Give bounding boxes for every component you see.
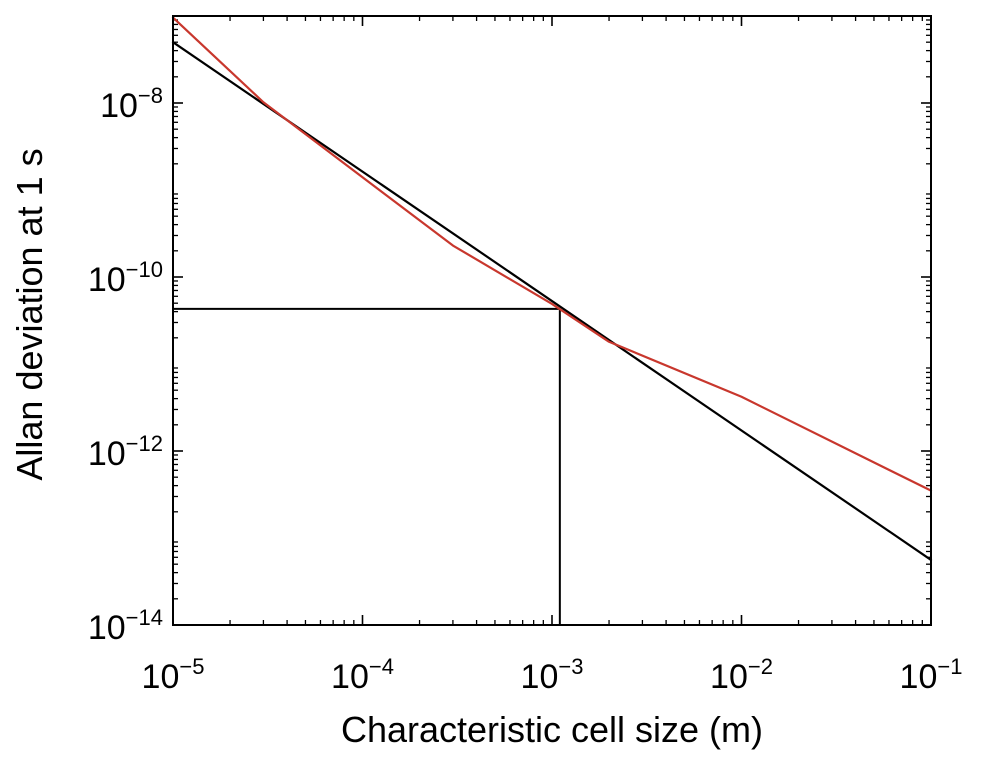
y-tick-label: 10−12	[88, 431, 163, 473]
crosshair-annotation	[173, 307, 561, 625]
series-line-red	[171, 16, 933, 492]
minor-ticks	[173, 16, 931, 625]
y-tick-label: 10−10	[88, 257, 163, 299]
x-tick-label: 10−1	[900, 654, 963, 696]
major-ticks	[172, 16, 932, 626]
x-tick-label: 10−2	[710, 654, 773, 696]
x-axis-title: Characteristic cell size (m)	[341, 709, 763, 750]
y-tick-labels: 10−14 10−12 10−10 10−8	[88, 83, 163, 647]
series-lines	[171, 16, 933, 562]
y-tick-label: 10−14	[88, 605, 163, 647]
y-tick-label: 10−8	[100, 83, 163, 125]
x-tick-labels: 10−5 10−4 10−3 10−2 10−1	[142, 654, 963, 696]
plot-frame	[172, 15, 932, 626]
x-tick-label: 10−3	[521, 654, 584, 696]
x-tick-label: 10−4	[331, 654, 394, 696]
x-tick-label: 10−5	[142, 654, 205, 696]
y-axis-title: Allan deviation at 1 s	[9, 148, 50, 480]
